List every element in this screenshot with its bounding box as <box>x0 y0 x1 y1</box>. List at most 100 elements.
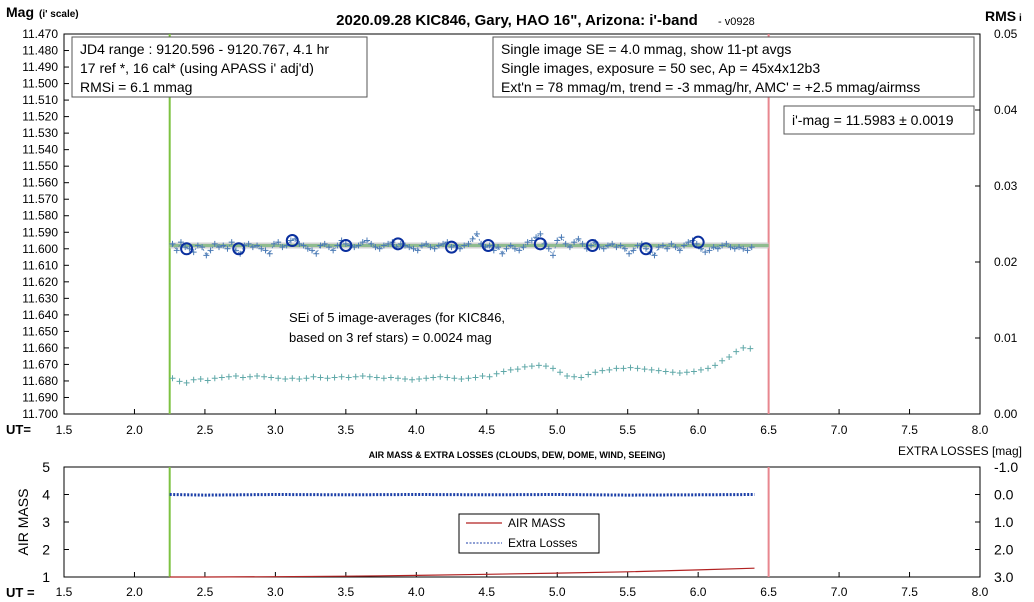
data-point <box>177 239 184 246</box>
data-point <box>275 239 282 246</box>
y-tick-label: 11.490 <box>22 60 58 74</box>
rms-point <box>338 373 345 380</box>
info-box-exposure-line: Single images, exposure = 50 sec, Ap = 4… <box>501 60 820 76</box>
y-tick-label: 11.510 <box>22 93 58 107</box>
data-point <box>406 244 413 251</box>
x-tick-label: 1.5 <box>56 423 73 437</box>
data-point <box>254 242 261 249</box>
rms-point <box>218 374 225 381</box>
data-point <box>410 245 417 252</box>
data-point <box>507 242 514 249</box>
y2-tick-label: 0.02 <box>994 255 1018 269</box>
rms-point <box>719 357 726 364</box>
data-point <box>710 244 717 251</box>
data-point <box>651 252 658 259</box>
rms-point <box>641 366 648 373</box>
rms-point <box>416 376 423 383</box>
data-point <box>744 247 751 254</box>
rms-point <box>585 371 592 378</box>
y-tick-label: 11.550 <box>22 159 58 173</box>
data-point <box>427 244 434 251</box>
chart2-y-tick-label: 3 <box>42 514 50 530</box>
info-box-exposure-line: Ext'n = 78 mmag/m, trend = -3 mmag/hr, A… <box>501 79 920 95</box>
info-box-range-line: RMSi = 6.1 mmag <box>80 79 192 95</box>
chart2-y-axis-label: AIR MASS <box>15 489 31 556</box>
average-point <box>481 238 495 252</box>
x-tick-label: 5.5 <box>619 423 636 437</box>
rms-point <box>289 375 296 382</box>
data-point <box>550 252 557 259</box>
chart2-y-tick-label: 4 <box>42 487 50 503</box>
data-point <box>681 242 688 249</box>
rms-point <box>254 373 261 379</box>
chart2-x-axis-label: UT = <box>6 585 35 600</box>
rms-point <box>183 379 190 386</box>
rms-point <box>690 368 697 375</box>
data-point <box>499 250 506 257</box>
rms-point <box>705 365 712 372</box>
data-point <box>224 245 231 252</box>
data-point <box>351 244 358 251</box>
rms-point <box>303 375 310 382</box>
rms-point <box>592 369 599 376</box>
y2-axis-label: RMS <box>985 8 1016 24</box>
rms-point <box>239 374 246 381</box>
rms-point <box>697 366 704 373</box>
chart2-x-tick-label: 6.5 <box>760 585 777 599</box>
rms-point <box>599 367 606 374</box>
rms-point <box>247 373 254 380</box>
rms-point <box>282 376 289 383</box>
data-point <box>435 242 442 249</box>
x-axis-label: UT= <box>6 422 31 437</box>
info-box-mag-text: i'-mag = 11.5983 ± 0.0019 <box>792 112 954 128</box>
data-point <box>714 245 721 252</box>
data-point <box>448 244 455 251</box>
data-point <box>414 247 421 254</box>
data-point <box>676 247 683 254</box>
data-point <box>558 234 565 241</box>
rms-point <box>380 375 387 382</box>
rms-point <box>550 365 557 372</box>
data-point <box>486 242 493 249</box>
data-point <box>418 242 425 249</box>
rms-point <box>310 373 317 380</box>
y-tick-label: 11.650 <box>22 324 58 338</box>
chart2-y2-tick-label: 3.0 <box>994 569 1014 585</box>
average-point <box>691 235 705 249</box>
data-point <box>440 240 447 247</box>
data-point <box>359 239 366 246</box>
y-axis-label-sub: (i' scale) <box>39 9 79 20</box>
rms-point <box>564 373 571 379</box>
data-point <box>169 240 176 247</box>
chart2-x-tick-label: 8.0 <box>972 585 989 599</box>
y-tick-label: 11.500 <box>22 77 58 91</box>
y-tick-label: 11.480 <box>22 44 58 58</box>
chart2-y2-tick-label: 2.0 <box>994 542 1014 558</box>
x-tick-label: 7.5 <box>901 423 918 437</box>
data-point <box>216 244 223 251</box>
data-point <box>368 240 375 247</box>
data-point <box>249 244 256 251</box>
data-point <box>203 252 210 259</box>
data-point <box>634 242 641 249</box>
y2-tick-label: 0.05 <box>994 27 1018 41</box>
rms-point <box>268 374 275 381</box>
chart2-x-tick-label: 7.5 <box>901 585 918 599</box>
data-point <box>516 247 523 254</box>
rms-point <box>444 374 451 381</box>
chart2-y2-axis-label: EXTRA LOSSES [mag] <box>898 444 1022 458</box>
rms-point <box>521 363 528 370</box>
data-point <box>207 247 214 254</box>
data-point <box>588 242 595 249</box>
data-point <box>342 240 349 247</box>
average-point <box>533 237 547 251</box>
y-tick-label: 11.700 <box>22 407 58 421</box>
data-point <box>545 245 552 252</box>
chart2-x-tick-label: 2.5 <box>197 585 214 599</box>
rms-point <box>571 373 578 380</box>
rms-point <box>317 374 324 381</box>
data-connector-line <box>172 233 752 257</box>
data-point <box>220 242 227 249</box>
y-tick-label: 11.600 <box>22 242 58 256</box>
info-box-sei-line: SEi of 5 image-averages (for KIC846, <box>289 310 505 325</box>
